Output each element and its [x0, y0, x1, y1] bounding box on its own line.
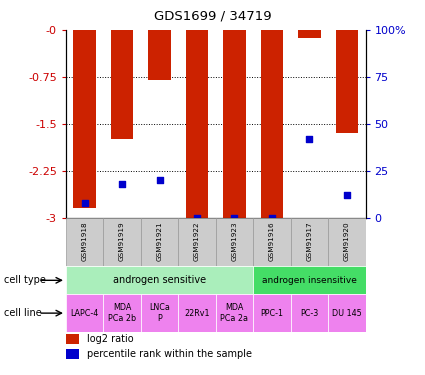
Bar	[141, 294, 178, 332]
Bar	[291, 217, 328, 266]
Text: GSM91919: GSM91919	[119, 221, 125, 261]
Point	[119, 181, 125, 187]
Text: GDS1699 / 34719: GDS1699 / 34719	[154, 9, 271, 22]
Bar	[66, 217, 103, 266]
Bar	[103, 294, 141, 332]
Text: androgen insensitive: androgen insensitive	[262, 276, 357, 285]
Text: LAPC-4: LAPC-4	[71, 309, 99, 318]
Bar	[66, 294, 103, 332]
Text: PPC-1: PPC-1	[261, 309, 283, 318]
Text: GSM91916: GSM91916	[269, 221, 275, 261]
Text: MDA
PCa 2a: MDA PCa 2a	[221, 303, 249, 323]
Bar	[111, 30, 133, 140]
Text: GSM91918: GSM91918	[82, 221, 88, 261]
Bar	[291, 294, 328, 332]
Point	[306, 136, 313, 142]
Bar	[103, 217, 141, 266]
Text: GSM91923: GSM91923	[232, 221, 238, 261]
Bar	[66, 266, 253, 294]
Point	[231, 214, 238, 220]
Text: DU 145: DU 145	[332, 309, 362, 318]
Bar	[148, 30, 171, 80]
Text: 22Rv1: 22Rv1	[184, 309, 210, 318]
Bar	[298, 30, 320, 38]
Bar	[178, 294, 215, 332]
Text: GSM91917: GSM91917	[306, 221, 312, 261]
Point	[156, 177, 163, 183]
Point	[81, 200, 88, 206]
Bar	[328, 294, 366, 332]
Text: MDA
PCa 2b: MDA PCa 2b	[108, 303, 136, 323]
Bar	[66, 334, 79, 344]
Text: log2 ratio: log2 ratio	[87, 334, 133, 344]
Bar	[215, 217, 253, 266]
Text: GSM91920: GSM91920	[344, 221, 350, 261]
Bar	[336, 30, 358, 133]
Bar	[223, 30, 246, 217]
Bar	[253, 217, 291, 266]
Bar	[215, 294, 253, 332]
Bar	[328, 217, 366, 266]
Text: GSM91922: GSM91922	[194, 221, 200, 261]
Bar	[261, 30, 283, 217]
Bar	[253, 266, 366, 294]
Bar	[74, 30, 96, 208]
Text: percentile rank within the sample: percentile rank within the sample	[87, 349, 252, 359]
Bar	[66, 349, 79, 359]
Text: LNCa
P: LNCa P	[149, 303, 170, 323]
Text: GSM91921: GSM91921	[156, 221, 162, 261]
Point	[269, 214, 275, 220]
Bar	[141, 217, 178, 266]
Bar	[178, 217, 215, 266]
Text: cell type: cell type	[4, 275, 46, 285]
Bar	[253, 294, 291, 332]
Text: cell line: cell line	[4, 308, 42, 318]
Point	[343, 192, 350, 198]
Point	[193, 214, 200, 220]
Text: PC-3: PC-3	[300, 309, 318, 318]
Bar	[186, 30, 208, 217]
Text: androgen sensitive: androgen sensitive	[113, 275, 206, 285]
